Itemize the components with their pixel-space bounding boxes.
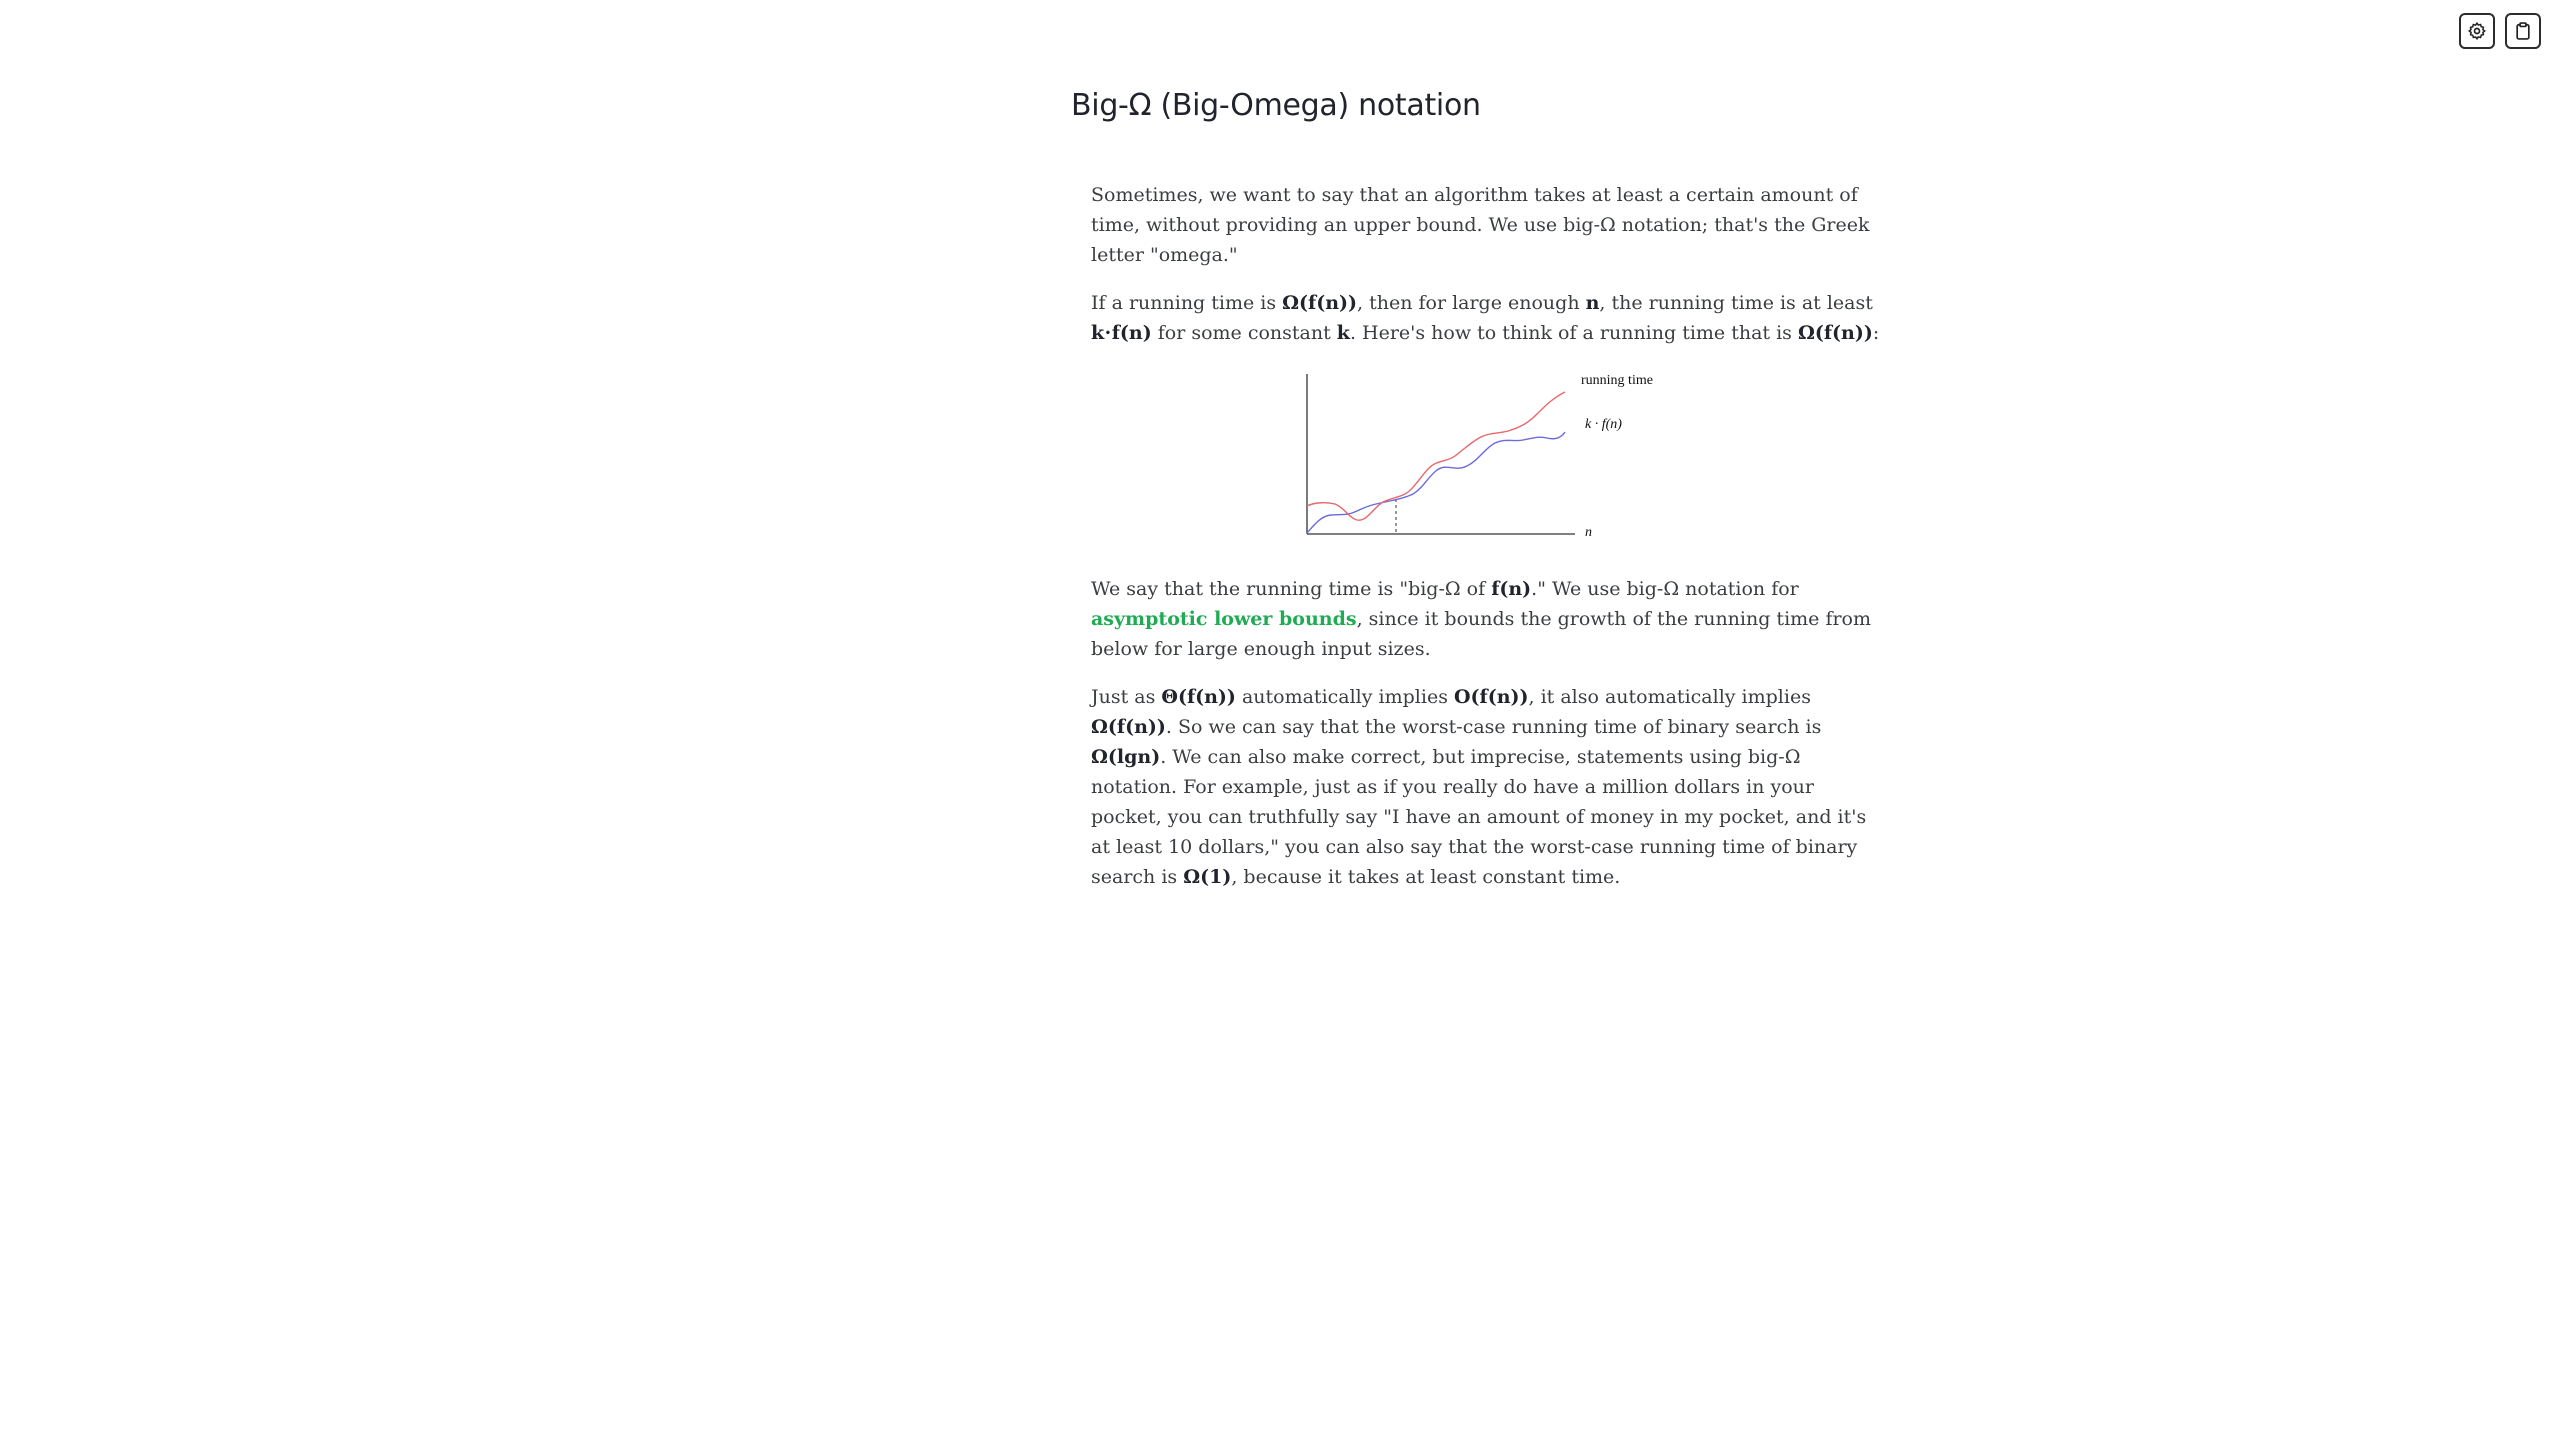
math-n: n	[1585, 292, 1600, 314]
kfn-label: k · f(n)	[1585, 417, 1622, 432]
math-omega-1: Ω(1)	[1183, 866, 1232, 888]
text: If a running time is	[1091, 292, 1283, 314]
math-omega-fn: Ω(f(n))	[1797, 322, 1873, 344]
running-time-curve	[1306, 391, 1566, 521]
math-omega-fn: Ω(f(n))	[1282, 292, 1357, 314]
settings-button[interactable]	[2459, 13, 2495, 49]
text: , because it takes at least constant tim…	[1231, 866, 1621, 888]
paragraph-naming: We say that the running time is "big-Ω o…	[1091, 574, 1881, 664]
gear-icon	[2468, 22, 2486, 40]
page-title: Big-Ω (Big-Omega) notation	[1071, 88, 1481, 123]
text: . So we can say that the worst-case runn…	[1165, 716, 1822, 738]
math-k-fn: k⋅f(n)	[1091, 322, 1152, 344]
text: Just as	[1091, 686, 1162, 708]
math-omega-fn: Ω(f(n))	[1091, 716, 1166, 738]
asymptotic-lower-bounds-link[interactable]: asymptotic lower bounds	[1091, 608, 1357, 630]
clipboard-button[interactable]	[2505, 13, 2541, 49]
math-theta-fn: Θ(f(n))	[1161, 686, 1236, 708]
text: :	[1872, 322, 1880, 344]
graph-svg: running time k · f(n) n	[1306, 373, 1653, 540]
text: , the running time is at least	[1599, 292, 1873, 314]
kfn-curve	[1306, 431, 1566, 534]
text: , then for large enough	[1357, 292, 1586, 314]
text: , it also automatically implies	[1528, 686, 1811, 708]
text: automatically implies	[1235, 686, 1454, 708]
text: . We can also make correct, but imprecis…	[1091, 746, 1867, 888]
text: for some constant	[1151, 322, 1337, 344]
math-k: k	[1336, 322, 1350, 344]
big-omega-graph: running time k · f(n) n	[1091, 366, 1881, 556]
running-time-label: running time	[1581, 373, 1653, 388]
paragraph-definition: If a running time is Ω(f(n)), then for l…	[1091, 288, 1881, 348]
paragraph-intro: Sometimes, we want to say that an algori…	[1091, 180, 1881, 270]
article-content: Sometimes, we want to say that an algori…	[1091, 180, 1881, 910]
text: We say that the running time is "big-Ω o…	[1091, 578, 1492, 600]
clipboard-icon	[2516, 22, 2530, 40]
x-axis-label: n	[1585, 525, 1592, 540]
text: , since it bounds the growth of the runn…	[1091, 608, 1872, 660]
toolbar	[2459, 13, 2541, 49]
math-bigo-fn: O(f(n))	[1453, 686, 1529, 708]
text: ." We use big-Ω notation for	[1531, 578, 1799, 600]
intro-text: Sometimes, we want to say that an algori…	[1091, 184, 1870, 266]
math-omega-lgn: Ω(lgn)	[1091, 746, 1161, 768]
text: . Here's how to think of a running time …	[1349, 322, 1798, 344]
paragraph-implications: Just as Θ(f(n)) automatically implies O(…	[1091, 682, 1881, 892]
math-fn: f(n)	[1491, 578, 1532, 600]
